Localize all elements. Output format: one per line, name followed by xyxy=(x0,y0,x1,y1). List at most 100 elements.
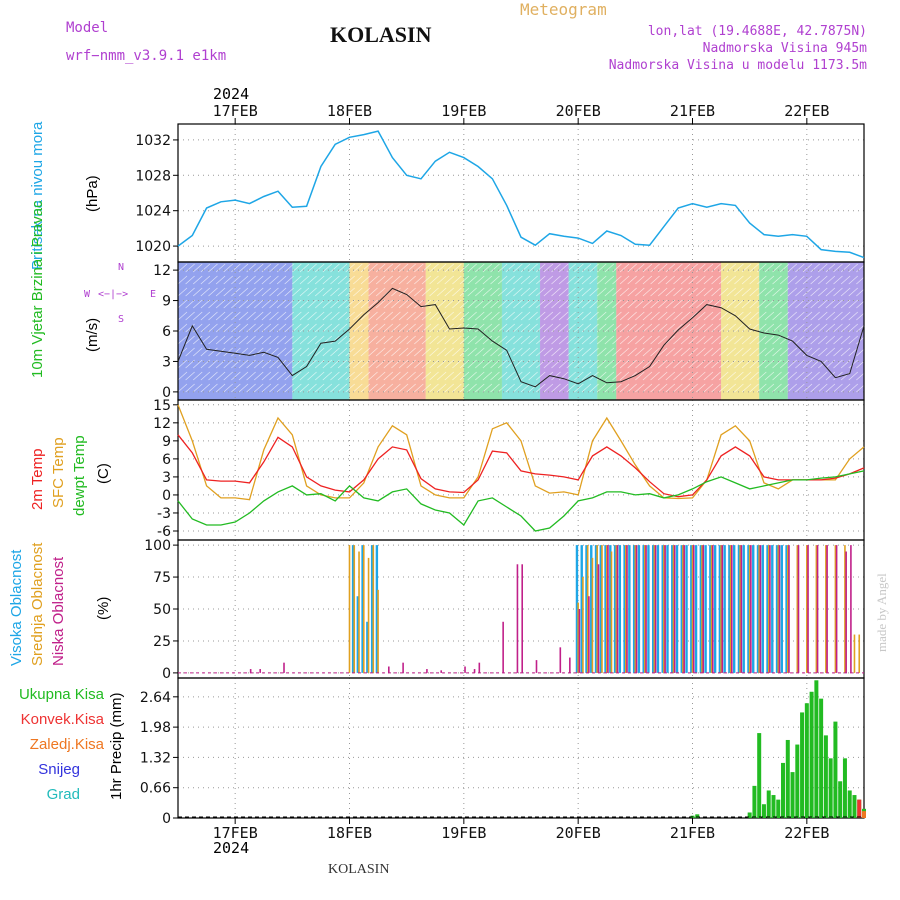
wind-barb xyxy=(574,287,584,297)
wind-barb xyxy=(215,287,226,297)
wind-barb xyxy=(375,299,386,309)
wind-barb xyxy=(604,323,615,333)
wind-barb xyxy=(475,299,485,309)
wind-band-9 xyxy=(597,262,617,400)
wind-barb xyxy=(642,371,653,381)
wind-barb xyxy=(604,371,615,381)
wind-barb xyxy=(238,299,249,309)
wind-barb xyxy=(810,263,820,273)
wind-barb xyxy=(551,335,561,345)
wind-barb xyxy=(452,335,462,345)
wind-barb xyxy=(215,275,226,285)
wind-barb xyxy=(337,299,348,309)
wind-barb xyxy=(596,263,607,273)
compass-e: E xyxy=(150,289,157,300)
wind-barb xyxy=(337,287,348,297)
wind-barb xyxy=(429,359,439,369)
compass-s: S xyxy=(118,314,125,325)
wind-barb xyxy=(673,371,683,381)
wind-barb xyxy=(185,323,195,333)
wind-barb xyxy=(726,299,737,309)
total-rain-bar xyxy=(852,795,857,818)
total-rain-bar xyxy=(838,781,843,818)
wind-barb xyxy=(665,383,676,393)
wind-barb xyxy=(848,323,858,333)
wind-barb xyxy=(414,359,424,369)
wind-barb xyxy=(215,347,226,357)
wind-barb xyxy=(566,287,576,297)
legend-frz-rain: Zaledj.Kisa xyxy=(29,736,104,753)
wind-barb xyxy=(779,299,790,309)
wind-barb xyxy=(383,347,394,357)
wind-barb xyxy=(596,383,607,393)
wind-barb xyxy=(627,347,637,357)
wind-barb xyxy=(368,371,378,381)
wind-barb xyxy=(238,371,249,381)
wind-barb xyxy=(536,347,546,357)
wind-barb xyxy=(253,335,264,345)
day-label-top: 21FEB xyxy=(670,102,715,120)
wind-barb xyxy=(444,299,455,309)
wind-barb xyxy=(398,383,409,393)
wind-barb xyxy=(261,287,272,297)
wind-barb xyxy=(833,311,843,321)
wind-barb xyxy=(459,263,470,273)
y-tick-label: 1032 xyxy=(135,133,171,149)
wind-barb xyxy=(398,311,409,321)
wind-barb xyxy=(307,311,317,321)
wind-barb xyxy=(299,299,310,309)
wind-barb xyxy=(795,311,805,321)
wind-barb xyxy=(497,383,508,393)
wind-barb xyxy=(253,359,264,369)
wind-barb xyxy=(749,311,759,321)
wind-barb xyxy=(589,275,599,285)
wind-barb xyxy=(543,275,554,285)
wind-barb xyxy=(421,275,432,285)
wind-barb xyxy=(406,311,416,321)
wind-barb xyxy=(322,371,333,381)
wind-barb xyxy=(253,263,264,273)
wind-barb xyxy=(238,335,249,345)
wind-barb xyxy=(680,323,691,333)
wind-barb xyxy=(604,347,615,357)
wind-barb xyxy=(657,335,668,345)
wind-barb xyxy=(406,359,416,369)
wind-barb xyxy=(718,287,729,297)
wind-barb xyxy=(353,275,363,285)
wind-barb xyxy=(421,335,432,345)
wind-barb xyxy=(551,275,561,285)
wind-barb xyxy=(467,323,477,333)
wind-barb xyxy=(696,287,706,297)
wind-barb xyxy=(193,383,203,393)
wind-barb xyxy=(406,335,416,345)
wind-barb xyxy=(414,323,424,333)
wind-barb xyxy=(749,359,759,369)
wind-barb xyxy=(726,287,737,297)
wind-barb xyxy=(650,347,660,357)
y-tick-label: 12 xyxy=(153,416,171,432)
wind-barb xyxy=(185,383,195,393)
wind-barb xyxy=(429,335,439,345)
wind-barb xyxy=(231,299,241,309)
wind-barb xyxy=(185,335,195,345)
wind-barb xyxy=(718,311,729,321)
wind-barb xyxy=(276,371,287,381)
wind-barb xyxy=(284,311,294,321)
wind-barb xyxy=(536,371,546,381)
wind-barb xyxy=(299,287,310,297)
wind-barb xyxy=(345,371,355,381)
wind-barb xyxy=(757,287,767,297)
wind-barb xyxy=(635,359,645,369)
wind-barb xyxy=(604,311,615,321)
wind-barb xyxy=(482,335,493,345)
wind-barb xyxy=(429,323,439,333)
wind-barb xyxy=(536,335,546,345)
sfc-temp-line xyxy=(177,404,865,501)
wind-barb xyxy=(505,335,515,345)
wind-barb xyxy=(208,299,218,309)
wind-barb xyxy=(627,335,637,345)
wind-barb xyxy=(596,275,607,285)
wind-barb xyxy=(612,347,622,357)
wind-barb xyxy=(353,299,363,309)
wind-barb xyxy=(779,359,790,369)
